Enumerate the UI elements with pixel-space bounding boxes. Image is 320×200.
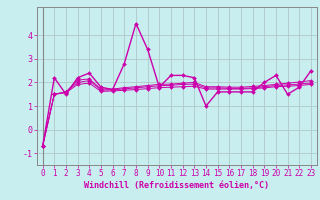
X-axis label: Windchill (Refroidissement éolien,°C): Windchill (Refroidissement éolien,°C) [84,181,269,190]
